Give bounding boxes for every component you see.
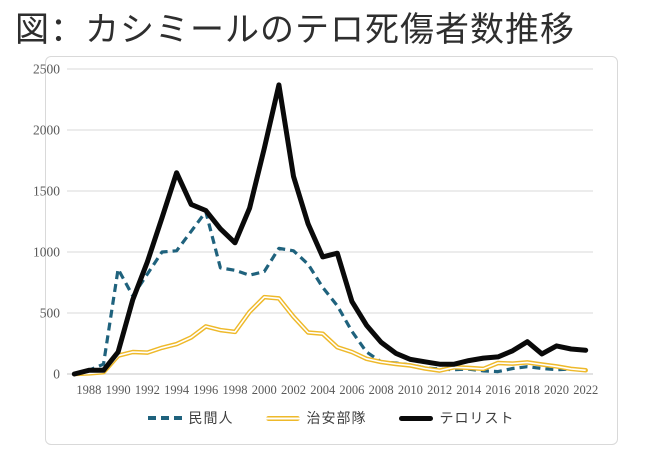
legend-label-civilians: 民間人 xyxy=(188,412,234,427)
chart-legend: 民間人 治安部隊 テロリスト xyxy=(45,408,617,428)
security-forces-line xyxy=(72,294,588,377)
x-tick-label-1988: 1988 xyxy=(76,383,101,397)
x-tick-label-2014: 2014 xyxy=(456,383,482,397)
x-tick-label-2022: 2022 xyxy=(573,383,598,397)
terrorists-line-swatch xyxy=(398,415,433,421)
gridlines xyxy=(67,68,593,375)
security-forces-line-inner-highlight xyxy=(74,296,586,375)
legend-item-terrorists: テロリスト xyxy=(398,408,515,428)
series-lines xyxy=(71,82,589,377)
page-title: 図：カシミールのテロ死傷者数推移 xyxy=(15,12,575,49)
y-tick-label-1000: 1000 xyxy=(33,245,60,260)
y-tick-label-1500: 1500 xyxy=(33,184,60,199)
x-tick-label-2012: 2012 xyxy=(427,383,452,397)
x-tick-label-2006: 2006 xyxy=(339,383,364,397)
x-tick-label-2020: 2020 xyxy=(544,383,569,397)
terrorists-line xyxy=(71,82,589,377)
x-tick-label-2004: 2004 xyxy=(310,383,336,397)
x-tick-label-1998: 1998 xyxy=(223,383,248,397)
x-tick-label-1992: 1992 xyxy=(135,383,160,397)
y-tick-label-500: 500 xyxy=(40,306,61,321)
x-tick-label-2018: 2018 xyxy=(515,383,540,397)
security-forces-line-swatch xyxy=(265,415,300,421)
x-tick-label-2002: 2002 xyxy=(281,383,306,397)
legend-label-security-forces: 治安部隊 xyxy=(306,412,367,427)
x-tick-label-1996: 1996 xyxy=(193,383,218,397)
y-tick-label-2000: 2000 xyxy=(33,123,60,138)
x-tick-label-1990: 1990 xyxy=(106,383,131,397)
x-tick-label-2000: 2000 xyxy=(252,383,277,397)
legend-item-civilians: 民間人 xyxy=(147,408,234,428)
y-axis-labels: 0 500 1000 1500 2000 2500 xyxy=(33,62,60,382)
x-tick-label-2010: 2010 xyxy=(398,383,423,397)
y-tick-label-0: 0 xyxy=(53,367,60,382)
x-tick-label-1994: 1994 xyxy=(164,383,190,397)
y-tick-label-2500: 2500 xyxy=(33,62,60,77)
chart-frame xyxy=(45,56,618,445)
x-tick-label-2016: 2016 xyxy=(486,383,511,397)
x-axis-labels: 1988 1990 1992 1994 1996 1998 2000 2002 2004 2006… xyxy=(76,383,598,397)
civilians-line xyxy=(73,210,586,376)
legend-item-security-forces: 治安部隊 xyxy=(265,408,367,428)
legend-label-terrorists: テロリスト xyxy=(439,412,515,427)
x-tick-label-2008: 2008 xyxy=(369,383,394,397)
civilians-dashed-line-swatch xyxy=(147,416,182,420)
